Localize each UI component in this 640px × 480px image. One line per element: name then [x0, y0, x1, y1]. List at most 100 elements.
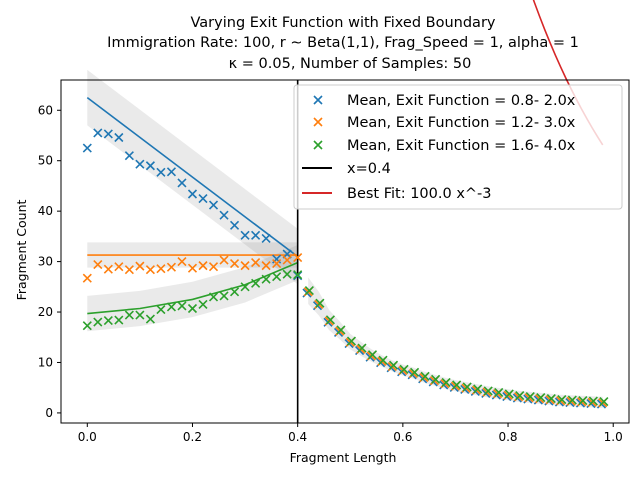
point-series-3: [198, 299, 208, 310]
point-series-3: [293, 270, 303, 280]
point-series-2: [187, 263, 198, 273]
point-series-3: [135, 310, 145, 320]
band-series-3: [87, 244, 298, 332]
fit-line-series-1: [86, 97, 299, 258]
point-series-2: [166, 262, 177, 272]
point-series-2: [114, 262, 124, 272]
title-line-3: κ = 0.05, Number of Samples: 50: [229, 56, 472, 72]
tail-point-series-3: [431, 374, 441, 384]
point-series-2: [103, 264, 113, 274]
y-tick-label: 40: [38, 204, 53, 218]
point-series-1: [135, 159, 145, 169]
point-series-3: [166, 302, 177, 312]
tail-point-series-3: [504, 389, 514, 399]
point-series-2: [219, 255, 229, 265]
y-axis-label: Fragment Count: [14, 200, 29, 301]
fit-lines: [86, 0, 604, 423]
point-series-2: [198, 261, 208, 271]
tail-point-series-3: [462, 382, 472, 392]
legend-box: [293, 84, 623, 210]
point-series-1: [187, 189, 198, 199]
tail-point-series-3: [410, 367, 420, 377]
point-series-2: [240, 261, 250, 271]
point-series-3: [82, 321, 92, 331]
tail-point-series-3: [557, 394, 567, 405]
legend-marker-series-1: [313, 95, 323, 105]
point-series-3: [229, 287, 240, 297]
x-tick-label: 1.0: [604, 430, 623, 444]
tail-point-series-3: [441, 377, 451, 387]
legend-marker-series-2: [313, 117, 323, 127]
x-tick-label: 0.8: [498, 430, 517, 444]
fit-line-series-3: [87, 261, 298, 315]
point-series-3: [124, 310, 134, 320]
point-series-3: [208, 292, 219, 302]
point-series-3: [187, 303, 198, 314]
point-series-1: [198, 193, 208, 204]
y-tick-label: 0: [45, 406, 53, 420]
best-fit-curve: [532, 0, 604, 146]
tail-point-series-3: [336, 325, 346, 335]
point-series-2: [229, 259, 240, 269]
band-tail: [308, 277, 603, 408]
point-series-1: [229, 220, 240, 230]
tail-point-series-3: [420, 371, 430, 381]
point-series-1: [145, 161, 155, 171]
tail-point-series-3: [515, 390, 525, 401]
point-series-2: [177, 257, 187, 267]
point-series-1: [103, 129, 113, 139]
point-series-2: [272, 259, 282, 269]
tail-point-series-3: [536, 392, 546, 403]
point-series-1: [156, 167, 166, 177]
legend-markers: [313, 95, 323, 150]
tail-point-series-3: [304, 286, 314, 296]
tail-point-series-3: [494, 387, 504, 398]
chart-title: Varying Exit Function with Fixed Boundar…: [107, 15, 579, 72]
tail-point-series-3: [346, 336, 357, 346]
point-series-1: [208, 200, 219, 210]
point-series-2: [82, 273, 92, 283]
tail-point-series-3: [399, 364, 409, 374]
point-series-3: [145, 314, 155, 324]
tail-point-series-3: [367, 350, 378, 360]
legend-marker-series-3: [313, 140, 323, 150]
y-tick-label: 50: [38, 154, 53, 168]
x-tick-label: 0.2: [183, 430, 202, 444]
y-tick-label: 20: [38, 305, 53, 319]
tail-point-series-3: [483, 386, 493, 396]
data-points: [82, 128, 609, 409]
point-series-2: [156, 264, 166, 274]
plot-frame: [60, 79, 630, 424]
point-series-1: [261, 233, 271, 243]
tail-point-series-3: [588, 396, 598, 406]
point-series-3: [103, 316, 113, 326]
point-series-3: [114, 315, 124, 325]
point-series-3: [240, 282, 250, 292]
point-series-1: [240, 230, 250, 240]
legend-series-1-label: Mean, Exit Function = 0.8- 2.0x: [347, 93, 576, 109]
point-series-2: [145, 265, 155, 275]
x-tick-label: 0.6: [393, 430, 412, 444]
tail-point-series-3: [473, 384, 483, 394]
title-line-1: Varying Exit Function with Fixed Boundar…: [191, 15, 496, 31]
tail-point-series-3: [378, 355, 388, 365]
tail-point-series-3: [357, 343, 367, 353]
point-series-1: [82, 143, 92, 153]
tail-point-series-3: [452, 380, 462, 390]
point-series-3: [93, 317, 103, 327]
title-line-2: Immigration Rate: 100, r ∼ Beta(1,1), Fr…: [107, 35, 579, 51]
tail-point-series-3: [388, 360, 399, 370]
point-series-1: [177, 178, 187, 188]
point-series-2: [93, 260, 103, 270]
point-series-3: [156, 304, 166, 315]
x-tick-label: 0.4: [288, 430, 307, 444]
x-axis-label: Fragment Length: [290, 450, 397, 465]
y-axis-ticks: 0 10 20 30 40 50 60: [38, 103, 61, 420]
point-series-1: [251, 230, 261, 240]
point-series-1: [93, 128, 103, 138]
x-axis-ticks: 0.0 0.2 0.4 0.6 0.8 1.0: [78, 423, 623, 444]
point-series-3: [261, 274, 271, 284]
legend-series-3-label: Mean, Exit Function = 1.6- 4.0x: [347, 138, 576, 154]
tail-point-series-3: [525, 391, 535, 402]
